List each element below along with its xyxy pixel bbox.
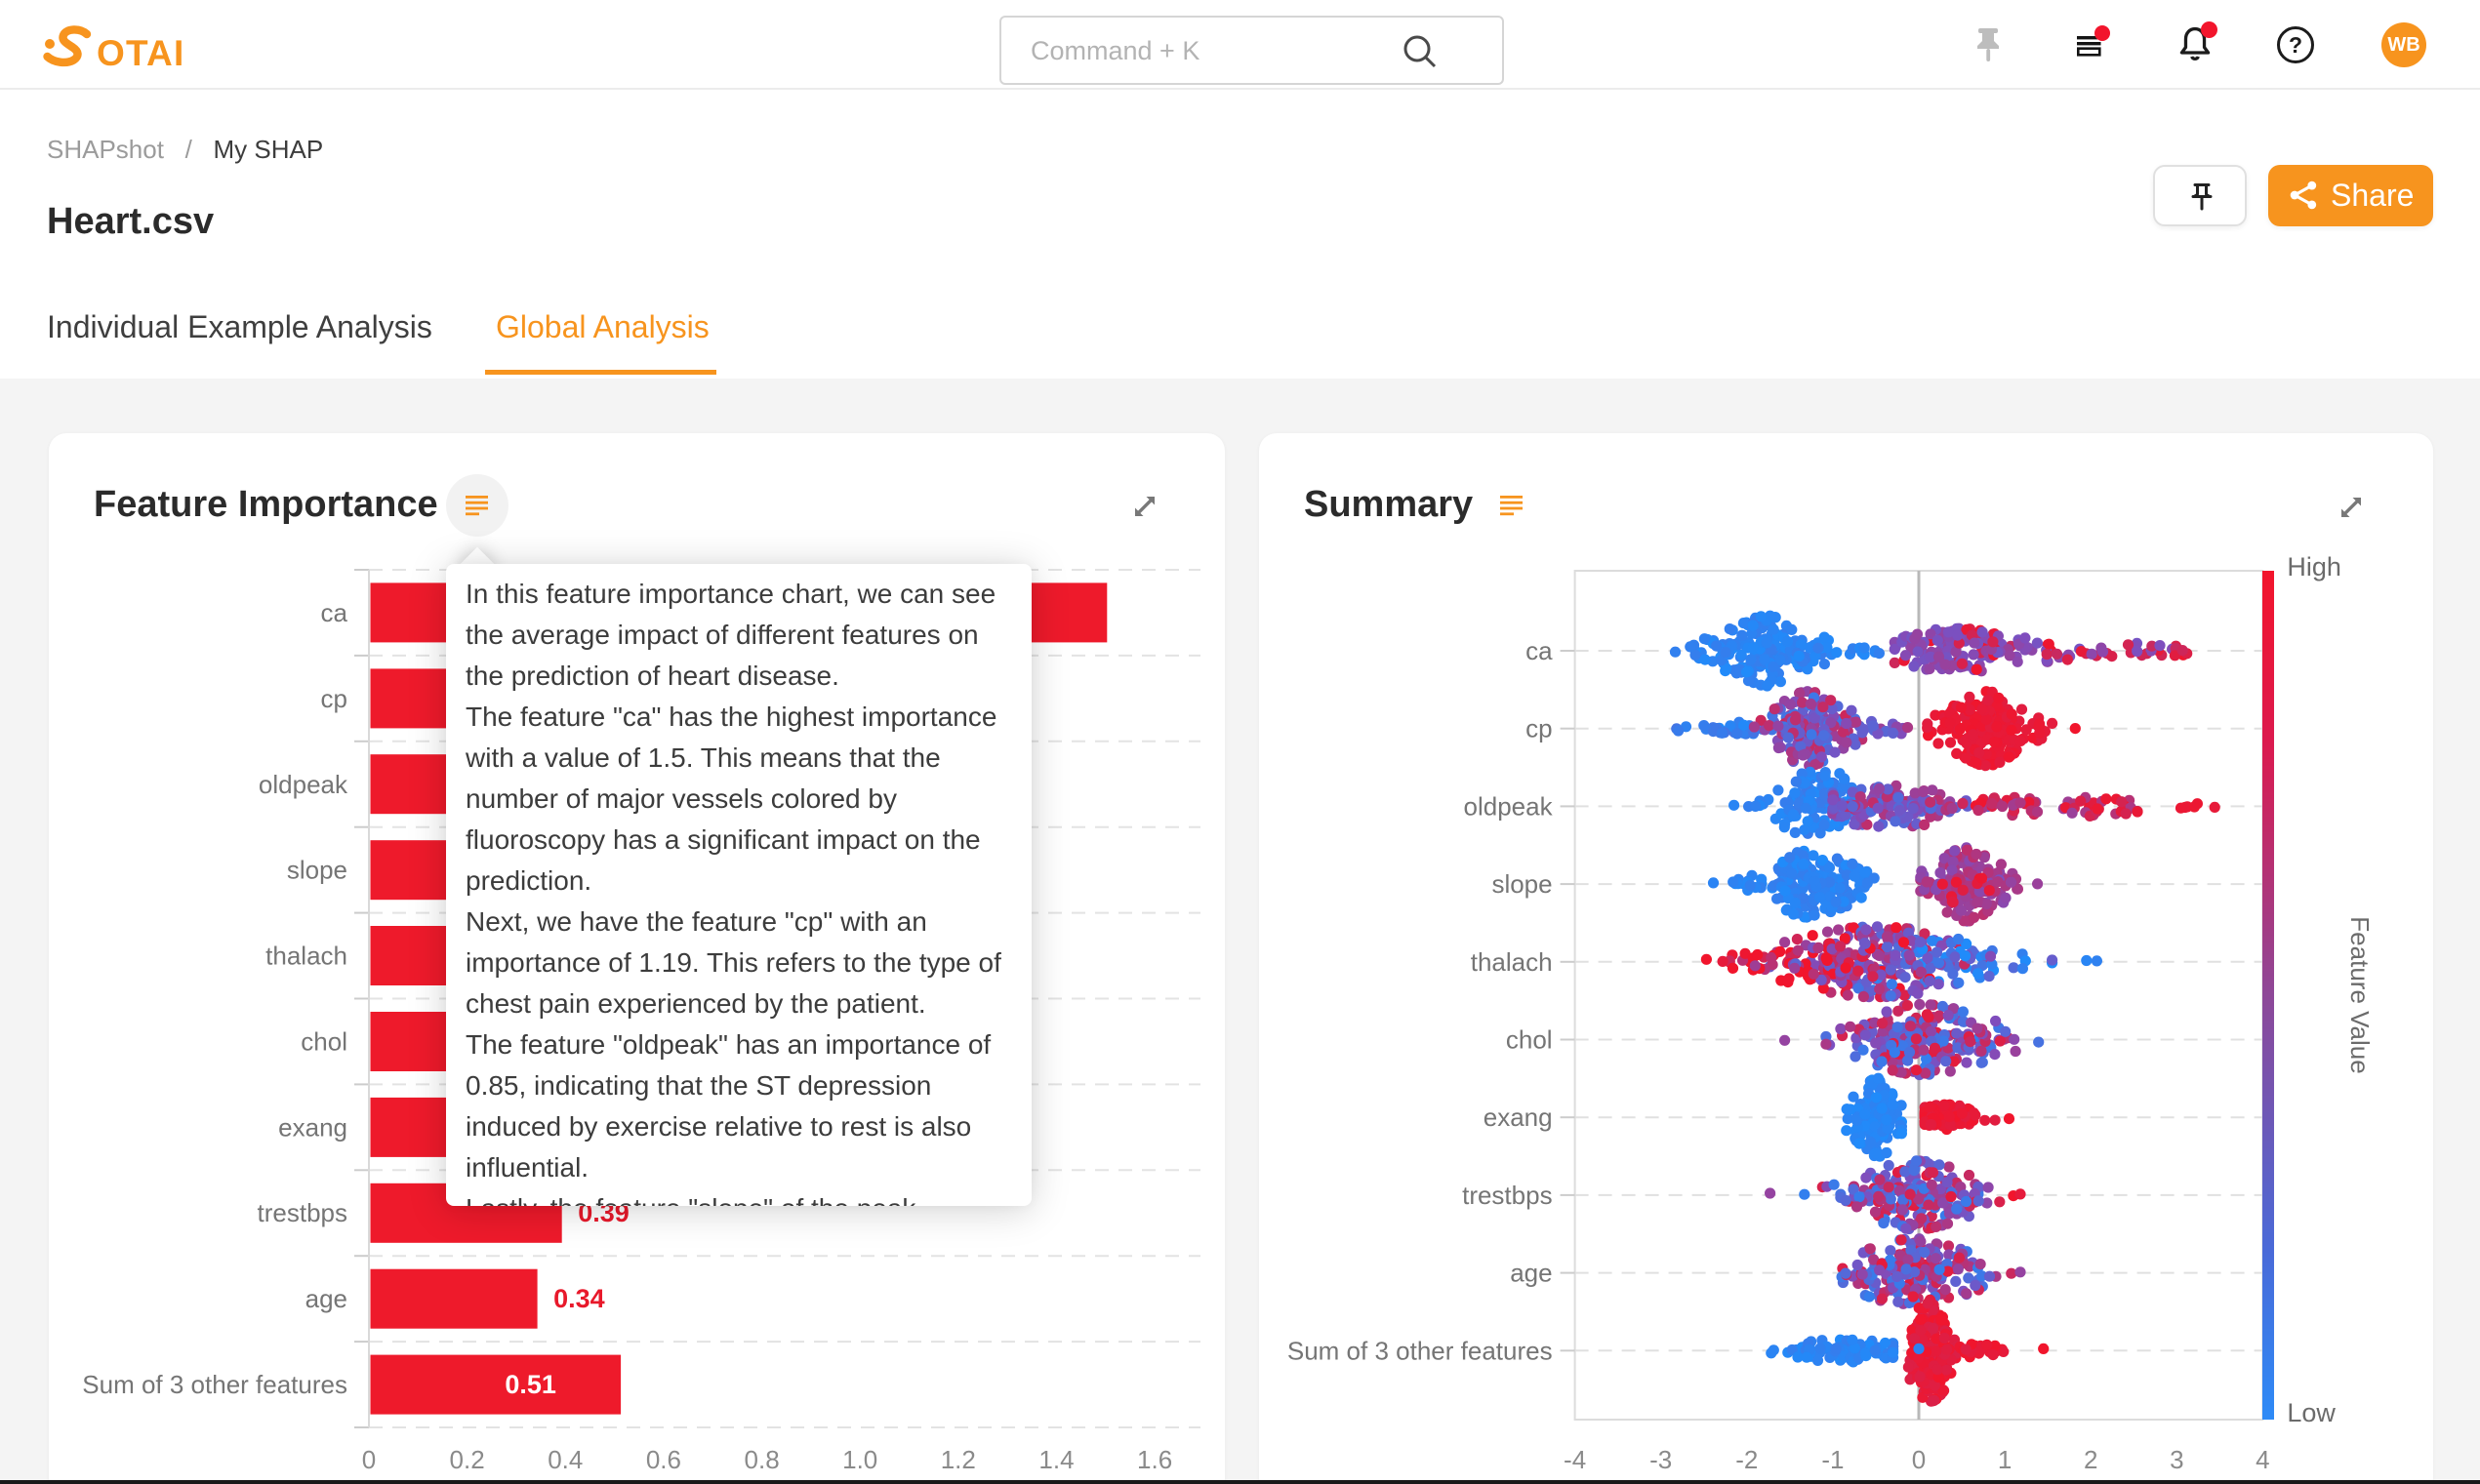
svg-text:exang: exang — [1484, 1103, 1553, 1132]
svg-text:cp: cp — [1525, 714, 1552, 743]
svg-text:High: High — [2287, 552, 2341, 582]
svg-text:Feature Value: Feature Value — [2345, 916, 2375, 1073]
svg-text:0.2: 0.2 — [450, 1445, 485, 1474]
svg-text:1.0: 1.0 — [842, 1445, 877, 1474]
svg-text:ca: ca — [1525, 636, 1553, 665]
svg-text:0.8: 0.8 — [745, 1445, 780, 1474]
svg-text:trestbps: trestbps — [1462, 1181, 1553, 1210]
svg-text:thalach: thalach — [265, 942, 347, 971]
svg-text:slope: slope — [1491, 869, 1552, 899]
svg-text:-4: -4 — [1564, 1445, 1586, 1474]
svg-text:thalach: thalach — [1471, 947, 1553, 977]
svg-text:chol: chol — [301, 1027, 347, 1057]
svg-text:1.6: 1.6 — [1137, 1445, 1172, 1474]
svg-text:-2: -2 — [1735, 1445, 1758, 1474]
svg-text:OTAI: OTAI — [97, 33, 184, 73]
svg-text:0.4: 0.4 — [548, 1445, 583, 1474]
svg-text:4: 4 — [2256, 1445, 2269, 1474]
svg-text:chol: chol — [1506, 1025, 1553, 1055]
svg-text:0.34: 0.34 — [553, 1284, 605, 1313]
svg-text:age: age — [1510, 1259, 1552, 1288]
svg-text:Sum of 3 other features: Sum of 3 other features — [1287, 1336, 1553, 1365]
svg-text:0.51: 0.51 — [505, 1370, 556, 1399]
svg-text:-3: -3 — [1649, 1445, 1672, 1474]
svg-text:1.2: 1.2 — [941, 1445, 976, 1474]
svg-text:ca: ca — [321, 598, 348, 627]
svg-text:0: 0 — [362, 1445, 376, 1474]
svg-text:oldpeak: oldpeak — [1464, 791, 1554, 821]
svg-text:cp: cp — [321, 684, 347, 713]
svg-text:2: 2 — [2084, 1445, 2097, 1474]
svg-text:1.4: 1.4 — [1038, 1445, 1074, 1474]
svg-text:3: 3 — [2170, 1445, 2183, 1474]
svg-text:oldpeak: oldpeak — [259, 770, 348, 799]
svg-text:0: 0 — [1912, 1445, 1926, 1474]
svg-text:age: age — [305, 1284, 347, 1313]
svg-text:trestbps: trestbps — [258, 1198, 348, 1227]
svg-text:1: 1 — [1998, 1445, 2012, 1474]
svg-text:Low: Low — [2287, 1398, 2336, 1427]
svg-text:Sum of 3 other features: Sum of 3 other features — [82, 1370, 347, 1399]
svg-text:-1: -1 — [1821, 1445, 1844, 1474]
svg-text:slope: slope — [287, 856, 347, 885]
svg-text:exang: exang — [278, 1112, 347, 1142]
svg-text:0.6: 0.6 — [646, 1445, 681, 1474]
